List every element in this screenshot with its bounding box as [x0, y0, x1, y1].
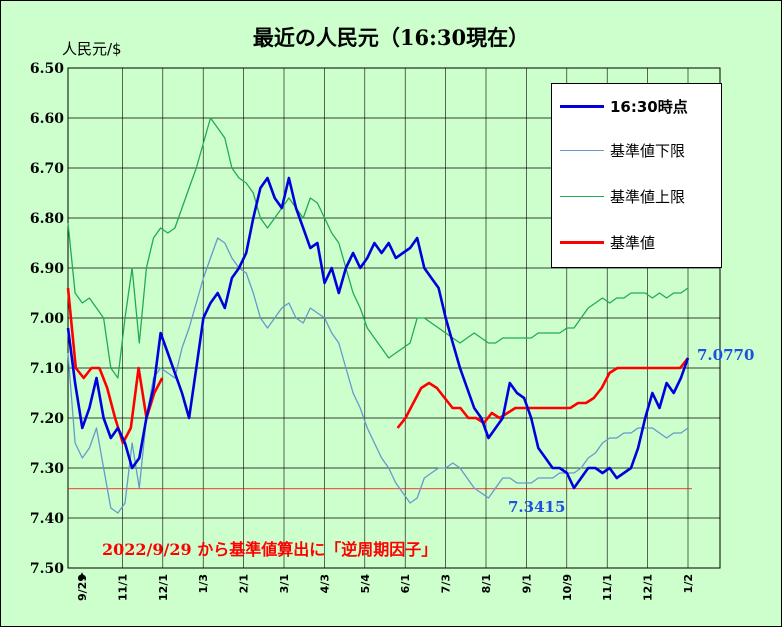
y-tick-label: 7.40	[30, 511, 64, 527]
y-tick-label: 7.50	[30, 561, 64, 577]
x-tick-label: 6/1	[399, 574, 412, 593]
series-line-lower-bound	[67, 237, 689, 514]
annotation-note: 2022/9/29 から基準値算出に「逆周期因子」	[102, 540, 438, 559]
x-tick-label: 12/1	[642, 574, 655, 601]
annotation-latest-value: 7.0770	[697, 346, 755, 364]
legend-swatch	[560, 240, 604, 244]
annotation-low-value: 7.3415	[508, 498, 566, 516]
legend-label: 基準値下限	[610, 141, 686, 160]
legend-swatch	[560, 104, 604, 108]
chart-title: 最近の人民元（16:30現在）	[252, 25, 530, 50]
x-tick-label: 4/3	[318, 574, 331, 593]
x-tick-label: 9/29	[76, 574, 89, 601]
legend-swatch	[560, 195, 604, 197]
legend-swatch	[560, 149, 604, 151]
x-tick-label: 11/1	[601, 574, 614, 601]
series-line-spot	[66, 176, 690, 490]
y-tick-label: 6.60	[30, 111, 64, 127]
legend-item-lower: 基準値下限	[560, 138, 685, 162]
legend-item-spot: 16:30時点	[560, 94, 688, 118]
legend: 16:30時点 基準値下限 基準値上限 基準値	[551, 83, 722, 268]
legend-label: 基準値	[610, 233, 656, 252]
y-tick-label: 6.90	[30, 261, 64, 277]
y-tick-label: 7.00	[30, 311, 64, 327]
y-tick-label: 6.50	[30, 61, 64, 77]
series-line-upper-bound	[67, 117, 689, 379]
x-start-marker: ▲	[79, 571, 86, 581]
legend-label: 16:30時点	[610, 97, 688, 116]
y-tick-label: 7.30	[30, 461, 64, 477]
x-tick-label: 1/3	[197, 574, 210, 593]
x-tick-label: 11/1	[116, 574, 129, 601]
x-tick-label: 10/9	[561, 574, 574, 601]
y-axis-label: 人民元/$	[62, 40, 122, 58]
y-tick-label: 6.70	[30, 161, 64, 177]
x-tick-label: 12/1	[157, 574, 170, 601]
legend-label: 基準値上限	[610, 187, 686, 206]
x-tick-label: 8/1	[480, 574, 493, 593]
x-tick-label: 1/2	[682, 574, 695, 593]
x-tick-label: 5/4	[359, 574, 372, 594]
legend-item-upper: 基準値上限	[560, 184, 685, 208]
x-tick-label: 2/1	[238, 574, 251, 593]
x-tick-label: 9/1	[520, 574, 533, 593]
x-tick-label: 3/1	[278, 574, 291, 593]
y-tick-label: 7.10	[30, 361, 64, 377]
legend-item-central: 基準値	[560, 230, 655, 254]
y-tick-label: 7.20	[30, 411, 64, 427]
x-tick-label: 7/3	[440, 574, 453, 593]
y-tick-label: 6.80	[30, 211, 64, 227]
